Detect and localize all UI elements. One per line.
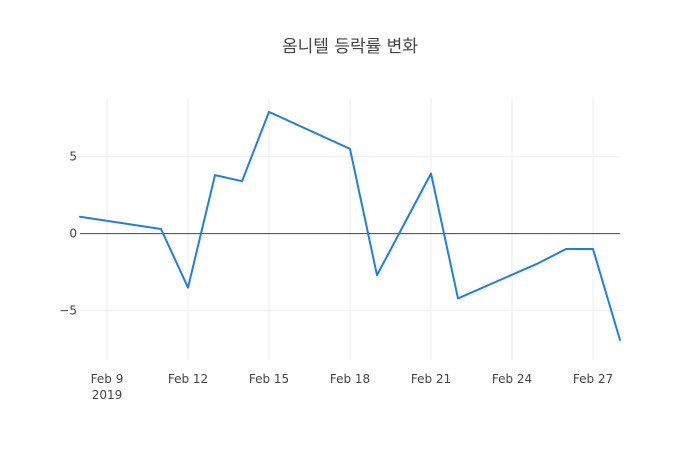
x-tick-label: Feb 21: [411, 372, 451, 386]
x-year-label: 2019: [92, 388, 123, 402]
x-tick-label: Feb 15: [249, 372, 289, 386]
series-line: [79, 110, 621, 341]
x-tick-label: Feb 18: [330, 372, 370, 386]
grid-layer: [80, 98, 620, 360]
chart-title: 옴니텔 등락률 변화: [282, 37, 418, 57]
series-layer: [79, 110, 621, 341]
x-tick-label: Feb 12: [168, 372, 208, 386]
x-tick-label: Feb 24: [492, 372, 532, 386]
y-tick-label: 5: [69, 150, 77, 164]
x-tick-label: Feb 9: [91, 372, 124, 386]
x-tick-label: Feb 27: [573, 372, 613, 386]
y-tick-label: −5: [59, 304, 77, 318]
y-tick-label: 0: [69, 227, 77, 241]
axis-labels-layer: Feb 9 Feb 12 Feb 15 Feb 18 Feb 21 Feb 24 Feb 2…: [59, 150, 613, 402]
